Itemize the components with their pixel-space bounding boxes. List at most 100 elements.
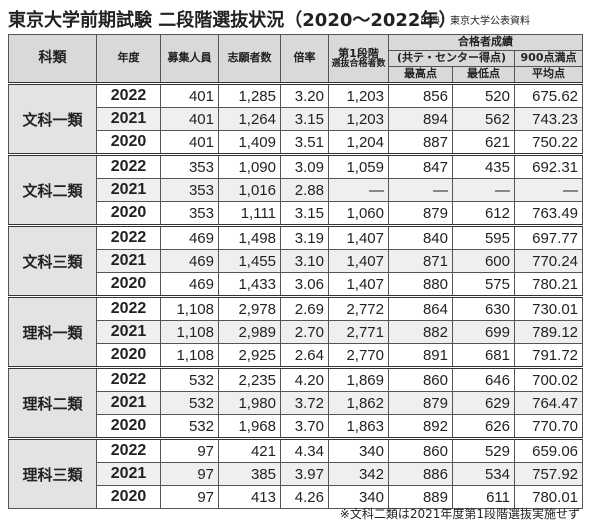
cell: 629 [452,391,515,415]
year: 2020 [96,343,161,368]
header: 最低点 [452,66,515,84]
cell: 1,863 [328,414,389,439]
cell: 2,989 [218,320,281,344]
cell: — [513,178,584,202]
cell: 730.01 [513,295,584,321]
cell: 2,978 [218,295,281,321]
cell: 3.19 [280,224,329,250]
cell: 1,869 [328,366,389,392]
year: 2020 [96,272,161,297]
cell: 413 [218,485,281,509]
cell: 1,060 [328,201,389,226]
header: 科類 [8,34,97,84]
cell: 3.06 [280,272,329,297]
cell: 882 [388,320,453,344]
cell: 860 [388,366,453,392]
cell: 2.69 [280,295,329,321]
year: 2021 [96,462,161,486]
cell: 770.70 [513,414,584,439]
row: 2021 1,108 2,989 2.70 2,771 882 699 789.12 [9,320,584,344]
row: 2020 401 1,409 3.51 1,204 887 621 750.22 [9,130,584,155]
cell: 886 [388,462,453,486]
cell: 534 [452,462,515,486]
cell: 681 [452,343,515,368]
row: 2020 532 1,968 3.70 1,863 892 626 770.70 [9,414,584,439]
cell: 763.49 [513,201,584,226]
row: 2021 469 1,455 3.10 1,407 871 600 770.24 [9,249,584,273]
cell: 3.15 [280,201,329,226]
footnote: ※文科二類は2021年度第1段階選抜実施せず [339,507,580,521]
cell: 1,016 [218,178,281,202]
cell: 469 [160,249,219,273]
header: 合格者成績 [387,34,584,51]
cell: 621 [452,130,515,155]
cell: 1,285 [218,82,281,108]
cell: 856 [388,82,453,108]
cell: 659.06 [513,437,584,463]
row: 理科三類 2022 97 421 4.34 340 860 529 659.06 [8,437,584,509]
cell: 887 [388,130,453,155]
cell: 1,203 [328,82,389,108]
table-body: 文科一類 2022 401 1,285 3.20 1,203 856 520 675.62 202… [8,82,584,509]
cell: 401 [160,82,219,108]
category: 文科三類 [8,224,97,297]
cell: 1,204 [328,130,389,155]
cell: 353 [160,153,219,179]
year: 2022 [96,366,161,392]
year: 2021 [96,320,161,344]
row: 2020 97 413 4.26 340 889 611 780.01 [9,485,584,509]
cell: 1,498 [218,224,281,250]
row: 2020 1,108 2,925 2.64 2,770 891 681 791.72 [9,343,584,368]
cell: 770.24 [513,249,584,273]
cell: 757.92 [513,462,584,486]
cell: 469 [160,272,219,297]
cell: 789.12 [513,320,584,344]
row: 2021 401 1,264 3.15 1,203 894 562 743.23 [9,107,584,131]
cell: 764.47 [513,391,584,415]
cell: 2,770 [328,343,389,368]
cell: 692.31 [513,153,584,179]
cell: 2,925 [218,343,281,368]
header-line: 選抜合格者数 [331,58,386,69]
cell: 1,203 [328,107,389,131]
cell: 1,264 [218,107,281,131]
cell: 353 [160,201,219,226]
year: 2020 [96,130,161,155]
row: 理科一類 2022 1,108 2,978 2.69 2,772 864 630 730.01 [8,295,584,368]
cell: 879 [388,201,453,226]
year: 2022 [96,82,161,108]
cell: 421 [218,437,281,463]
year: 2022 [96,295,161,321]
cell: 97 [160,437,219,463]
cell: 612 [452,201,515,226]
header: 年度 [96,34,161,84]
cell: 697.77 [513,224,584,250]
cell: 1,090 [218,153,281,179]
cell: 646 [452,366,515,392]
year: 2020 [96,201,161,226]
year: 2021 [96,391,161,415]
cell: 342 [328,462,389,486]
cell: 1,968 [218,414,281,439]
category: 理科一類 [8,295,97,368]
cell: 791.72 [513,343,584,368]
cell: 891 [388,343,453,368]
cell: 3.10 [280,249,329,273]
cell: 4.34 [280,437,329,463]
header: 志願者数 [218,34,281,84]
cell: 700.02 [513,366,584,392]
cell: 880 [388,272,453,297]
cell: 860 [388,437,453,463]
row: 2021 97 385 3.97 342 886 534 757.92 [9,462,584,486]
year: 2022 [96,437,161,463]
cell: 1,980 [218,391,281,415]
cell: 4.26 [280,485,329,509]
cell: 611 [452,485,515,509]
row: 理科二類 2022 532 2,235 4.20 1,869 860 646 700.02 [8,366,584,439]
cell: 840 [388,224,453,250]
cell: 529 [452,437,515,463]
cell: 595 [452,224,515,250]
cell: 600 [452,249,515,273]
cell: 3.70 [280,414,329,439]
